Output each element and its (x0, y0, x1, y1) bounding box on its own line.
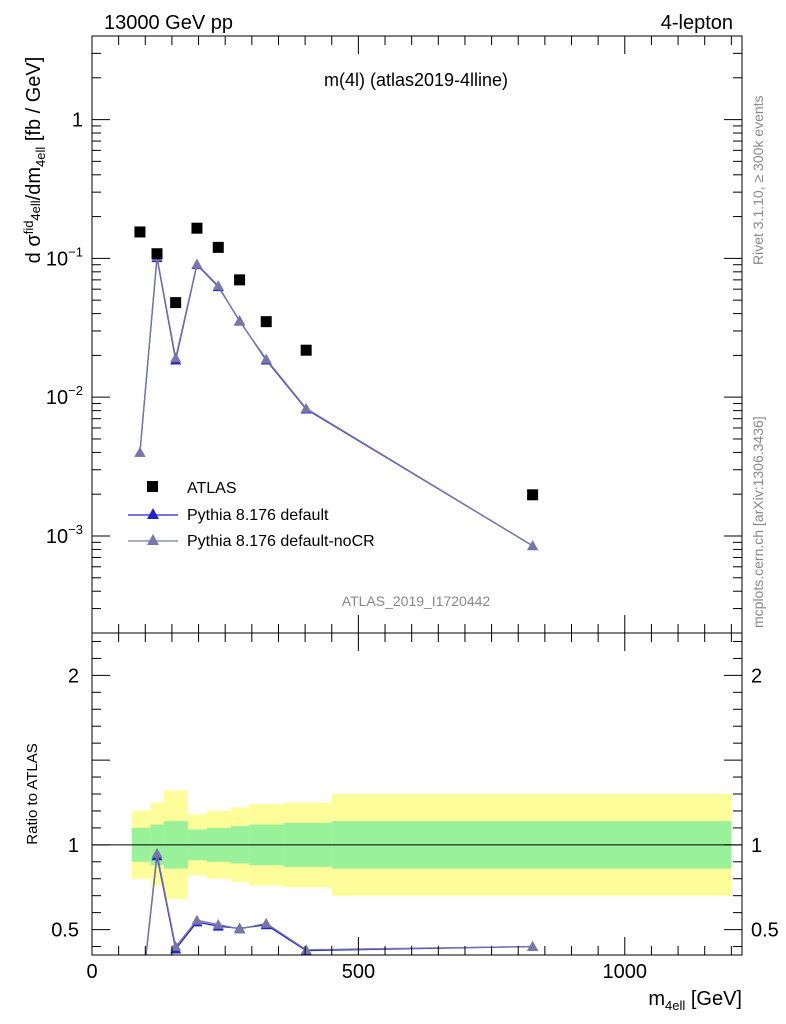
plot-title-text: m(4l) (atlas2019-4lline) (324, 70, 508, 90)
ratio-marker-1 (300, 944, 312, 955)
data-point (151, 248, 163, 260)
legend-marker-nocr (147, 534, 159, 545)
legend-label-nocr: Pythia 8.176 default-noCR (187, 533, 375, 550)
mc-marker-1 (191, 258, 203, 269)
legend-marker-atlas (147, 481, 158, 492)
data-points (134, 222, 539, 501)
mc-line-1 (139, 256, 533, 547)
y-tick-label: 1 (72, 110, 83, 132)
mc-marker-1 (134, 446, 146, 457)
ratio-lines (145, 847, 539, 955)
legend-label-default: Pythia 8.176 default (187, 507, 329, 524)
legend-label-atlas: ATLAS (187, 480, 237, 497)
y-axis-label: d σfid4ell/dm4ell [fb / GeV] (21, 57, 48, 264)
data-point (260, 316, 272, 328)
mc-lines (134, 251, 539, 551)
mc-line-0 (139, 257, 533, 547)
ratio-tick-label-right: 0.5 (751, 920, 779, 942)
ratio-tick-label-left: 0.5 (51, 920, 79, 942)
ratio-tick-labels: 2 2 1 1 0.5 0.5 (51, 665, 779, 941)
mc-marker-1 (212, 280, 224, 291)
plot-title: m(4l) (atlas2019-4lline) (324, 70, 508, 90)
header-right: 4-lepton (661, 12, 733, 34)
ratio-marker-1 (234, 923, 246, 934)
ratio-marker-1 (191, 914, 203, 925)
main-plot (91, 35, 743, 634)
ratio-tick-label-left: 1 (68, 835, 79, 857)
ratio-frame (91, 632, 743, 956)
header-left: 13000 GeV pp (104, 12, 233, 34)
ratio-marker-1 (212, 918, 224, 929)
data-point (234, 274, 246, 286)
x-axis-label: m4ell [GeV] (648, 988, 742, 1013)
x-tick-labels: 0 500 1000 (86, 961, 647, 983)
y-tick-label: 10−2 (46, 383, 83, 409)
mc-marker-1 (300, 402, 312, 413)
rivet-info: Rivet 3.1.10, ≥ 300k events (750, 95, 766, 265)
ratio-marker-1 (527, 941, 539, 951)
data-point (300, 344, 312, 356)
ratio-marker-1 (170, 941, 182, 951)
mc-marker-1 (260, 353, 272, 364)
x-tick-label: 1000 (603, 961, 648, 983)
mc-marker-1 (234, 315, 246, 326)
legend-marker-default (147, 508, 159, 519)
main-y-ticks (91, 35, 742, 634)
analysis-watermark: ATLAS_2019_I1720442 (342, 593, 491, 609)
x-tick-label: 0 (86, 961, 97, 983)
ratio-tick-label-right: 2 (751, 665, 762, 687)
data-point (527, 489, 539, 501)
main-y-tick-labels: 1 10−1 10−2 10−3 (46, 110, 83, 548)
ratio-clipped (145, 847, 539, 955)
data-point (191, 222, 203, 234)
ratio-tick-label-right: 1 (751, 835, 762, 857)
ratio-y-axis-label: Ratio to ATLAS (24, 743, 41, 844)
ratio-plot (91, 632, 743, 956)
ratio-tick-label-left: 2 (68, 665, 79, 687)
data-point (212, 241, 224, 253)
x-tick-label: 500 (342, 961, 375, 983)
mcplots-info: mcplots.cern.ch [arXiv:1306.3436] (750, 416, 766, 628)
data-point (170, 297, 182, 309)
y-tick-label: 10−1 (46, 244, 83, 270)
ratio-marker-1 (151, 847, 163, 858)
mc-marker-1 (527, 540, 539, 551)
mc-marker-1 (170, 352, 182, 363)
ratio-marker-1 (260, 917, 272, 928)
y-tick-label: 10−3 (46, 522, 83, 548)
data-point (134, 226, 146, 238)
legend: ATLAS Pythia 8.176 default Pythia 8.176 … (128, 480, 375, 550)
